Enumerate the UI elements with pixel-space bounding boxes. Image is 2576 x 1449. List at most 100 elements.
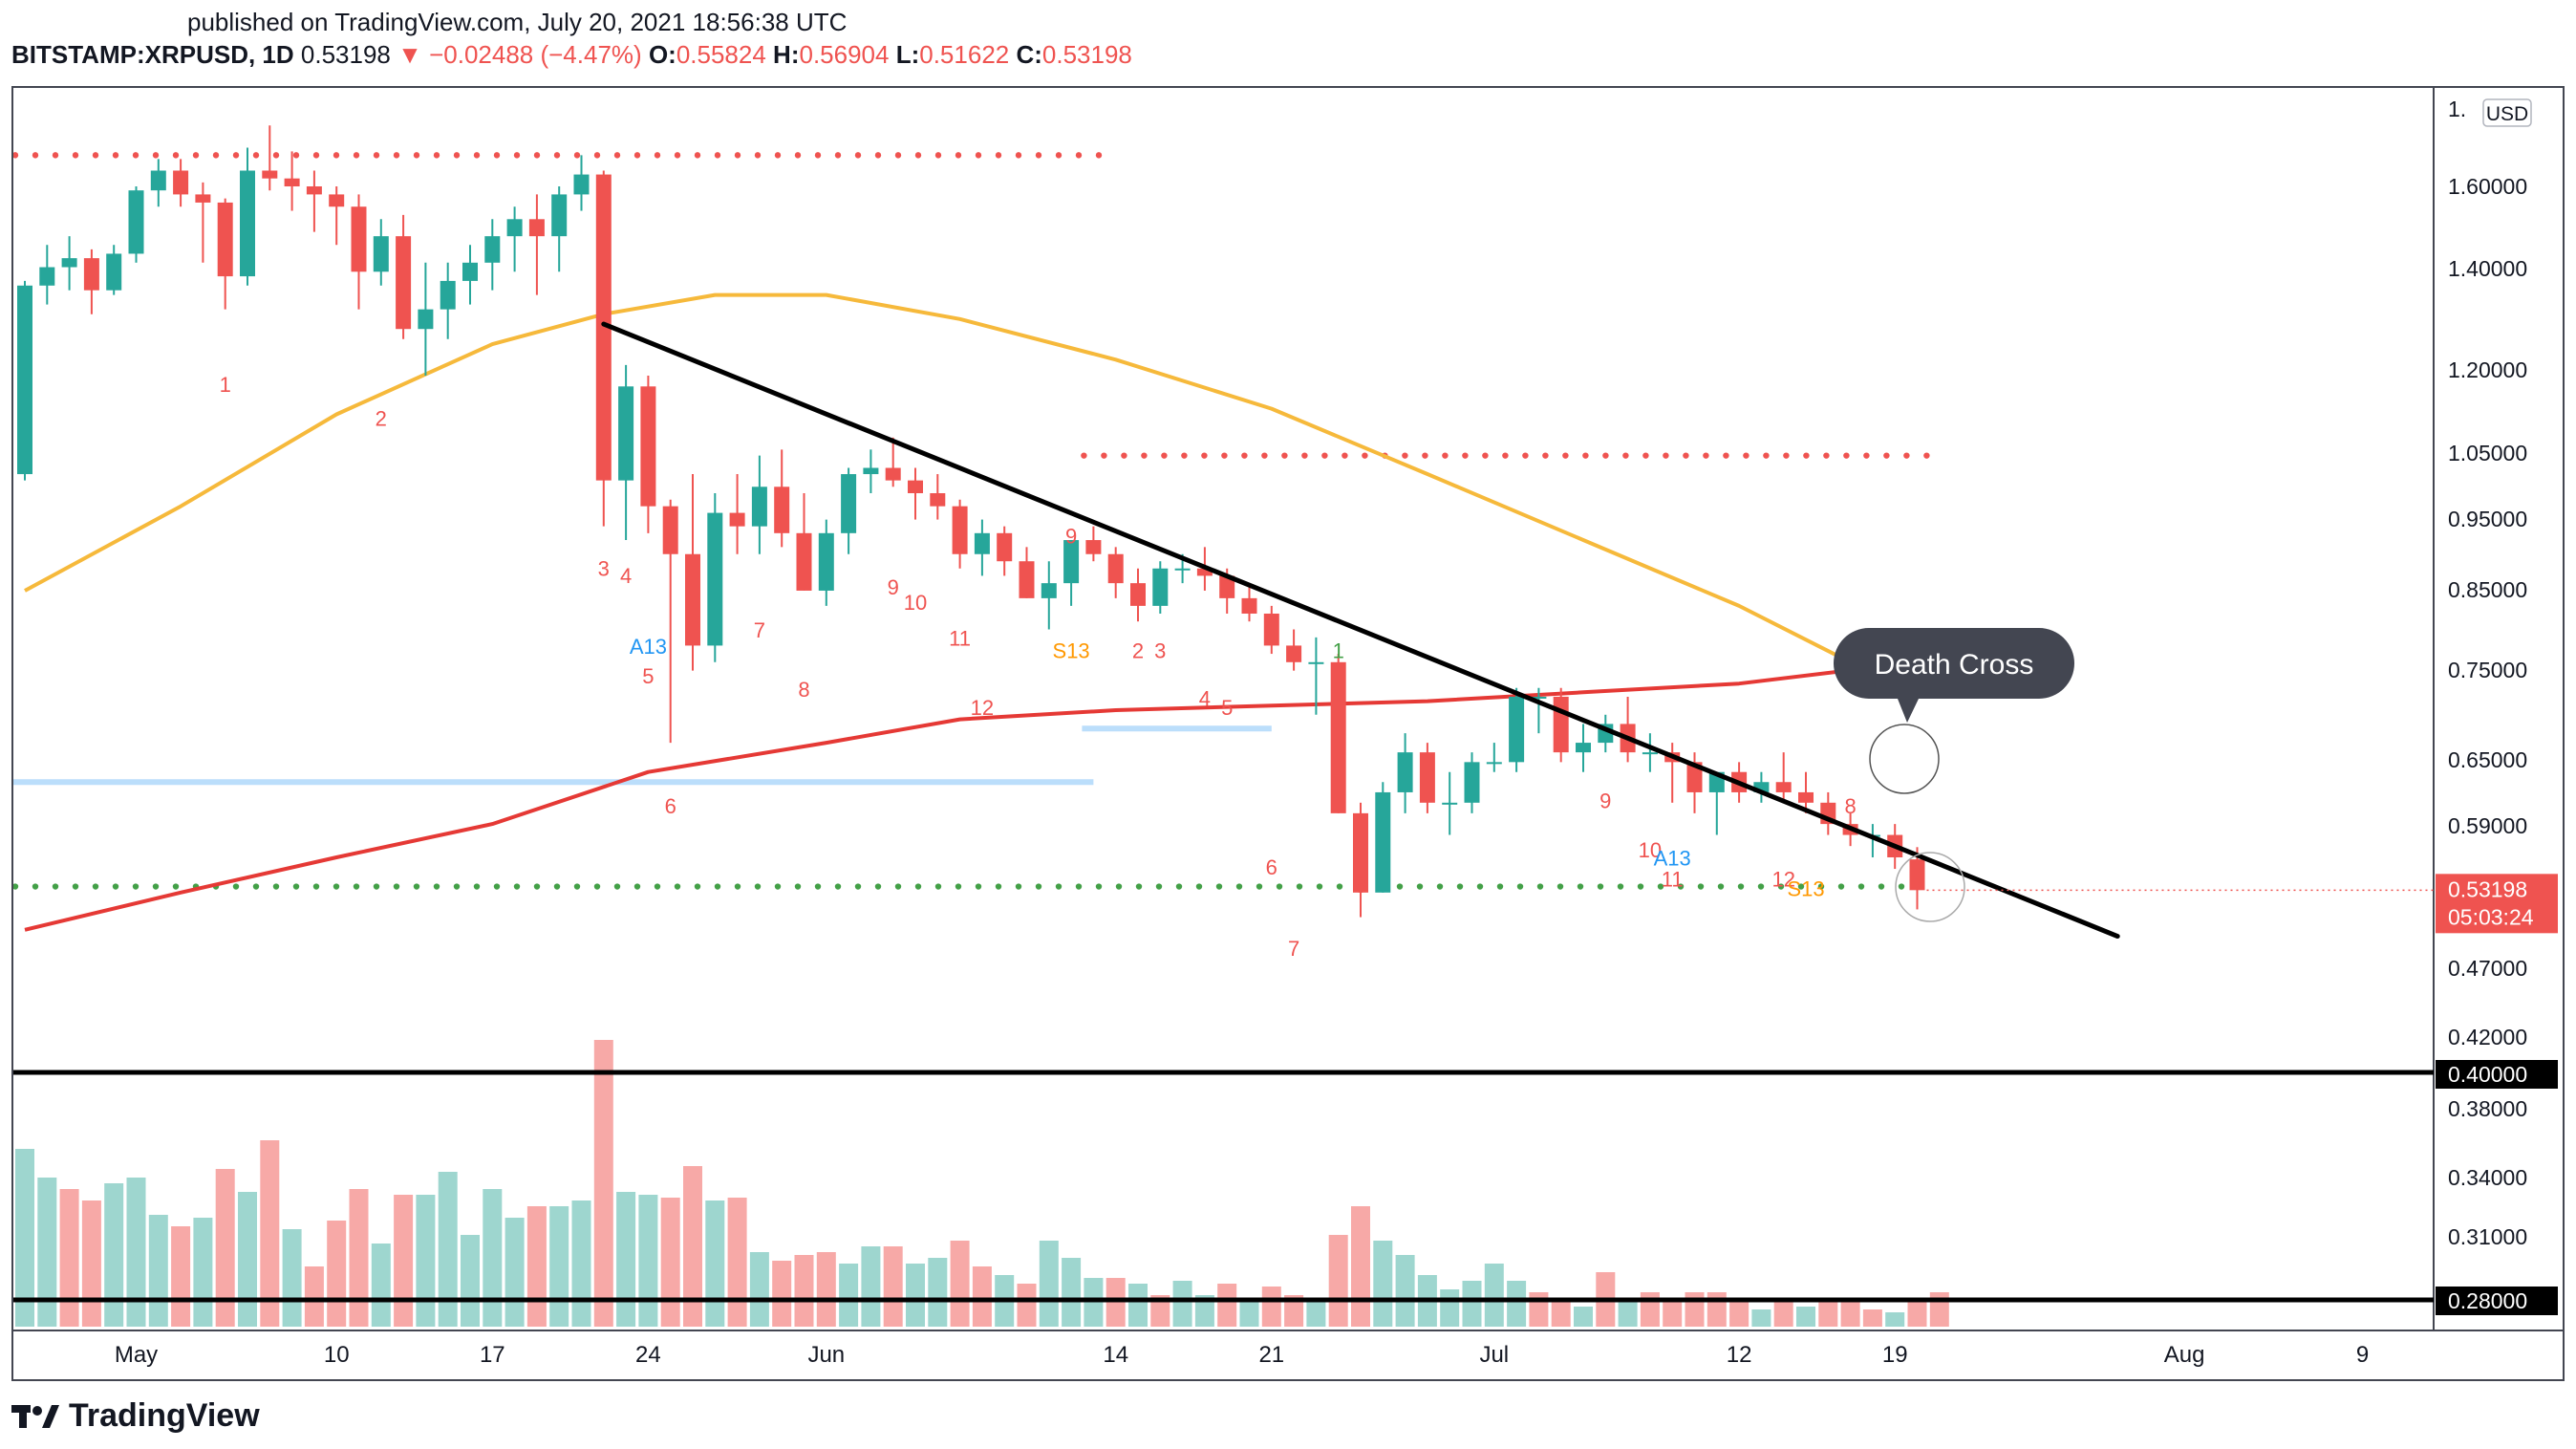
price-axis-tick: 0.34000 [2448,1165,2527,1190]
support-dot [513,883,521,890]
volume-bar [1217,1284,1237,1327]
volume-bar [660,1198,680,1327]
resistance-dot [132,152,140,159]
price-axis-tick: 1.20000 [2448,357,2527,382]
volume-bar [1351,1206,1370,1327]
price-axis-tick: 0.31000 [2448,1224,2527,1249]
time-axis-tick: 10 [324,1342,350,1368]
volume-bar [327,1221,347,1327]
tradingview-logo[interactable]: TradingView [11,1397,260,1435]
support-dot [1095,883,1103,890]
descending-trendline [601,321,2120,940]
support-dot [72,883,79,890]
resistance-dot [373,152,380,159]
published-caption: published on TradingView.com, July 20, 2… [187,8,848,36]
support-dot [1496,883,1504,890]
close-label: C: [1016,40,1042,69]
support-dot [1837,883,1845,890]
candle [17,285,32,475]
candle [685,553,700,646]
candle [351,206,367,272]
resistance-dot [995,152,1002,159]
candle [662,506,678,554]
candle [1419,752,1435,803]
volume-bar [1507,1281,1527,1327]
resistance-dot [593,152,601,159]
support-dot [52,883,59,890]
candle [1308,661,1324,664]
resistance-dot [252,152,260,159]
sequential-count-label: 5 [1221,696,1233,720]
sequential-count-label: 11 [1662,868,1684,892]
resistance-dot [613,152,621,159]
volume-bar [59,1189,79,1327]
candle [1174,568,1191,571]
volume-bar [816,1252,836,1327]
support-dot [1797,883,1805,890]
logo-text: TradingView [69,1397,260,1434]
candle [262,170,278,179]
price-axis-tick: 0.59000 [2448,813,2527,838]
support-dot [1135,883,1143,890]
resistance-dot [1362,452,1368,459]
resistance-dot [774,152,782,159]
volume-bar [1773,1298,1793,1327]
symbol-label[interactable]: BITSTAMP:XRPUSD, 1D [11,40,294,69]
close-value: 0.53198 [1041,40,1132,69]
sequential-count-label: 8 [1844,794,1856,818]
volume-bar [1194,1295,1214,1327]
change-arrow-icon: ▼ [397,40,422,69]
candle [908,480,923,494]
candle [1775,782,1792,792]
candle [83,258,99,291]
candle [306,186,322,195]
volume-bar [1328,1235,1348,1327]
volume-bar [593,1040,613,1327]
support-dot [1878,883,1885,890]
candle [1909,859,1925,891]
resistance-dot [674,152,681,159]
resistance-dot [1622,452,1629,459]
resistance-dot [1221,452,1228,459]
resistance-dot [333,152,340,159]
resistance-dot [1015,152,1022,159]
support-dot [1155,883,1163,890]
support-dot [152,883,160,890]
candle [595,174,612,481]
resistance-dot [1843,452,1850,459]
resistance-dot [714,152,721,159]
volume-bar [483,1189,503,1327]
candle [1107,553,1124,584]
resistance-dot [433,152,440,159]
volume-bar [1261,1287,1281,1327]
volume-bar [461,1235,480,1327]
volume-bar [1796,1307,1815,1327]
volume-bar [727,1198,747,1327]
resistance-dot [533,152,541,159]
volume-bar [950,1241,970,1327]
resistance-dot [1261,452,1268,459]
support-dot [493,883,501,890]
resistance-dot [1181,452,1188,459]
candle [1397,752,1413,792]
volume-bar [1017,1284,1037,1327]
price-axis-tick: 0.38000 [2448,1096,2527,1121]
tradingview-logo-icon [11,1404,59,1428]
resistance-dot [72,152,79,159]
death-cross-callout-label: Death Cross [1875,649,2034,681]
support-dot [533,883,541,890]
resistance-dot [794,152,802,159]
volume-bar [81,1200,101,1327]
time-axis-tick: 19 [1882,1342,1908,1368]
resistance-dot [1542,452,1549,459]
sequential-count-label: 1 [220,373,231,397]
candle [729,512,745,527]
candle [1353,812,1368,893]
support-dot [734,883,741,890]
chart-frame[interactable]: 1 2 3 4 A13 5 6 7 8 9 10 11 12 9 S13 2 3 4 5 6 7 8 1 9 10 A13 11 12… [11,86,2565,1381]
candle [506,219,523,237]
volume-bar [526,1206,547,1327]
volume-bar [1128,1284,1148,1327]
volume-bar [705,1200,725,1327]
